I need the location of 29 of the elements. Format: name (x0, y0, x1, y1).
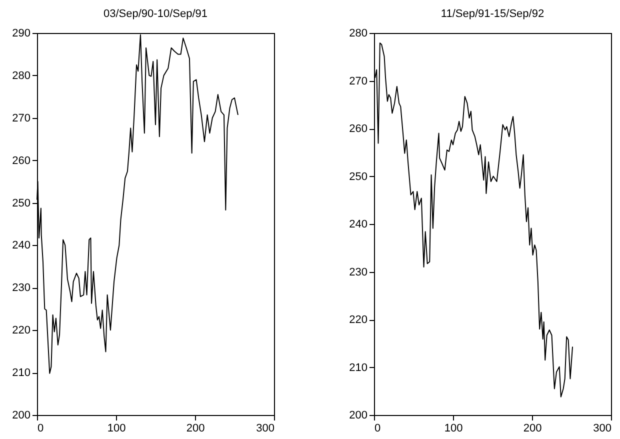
y-tick-label: 200 (12, 410, 30, 422)
y-tick-label: 280 (12, 70, 30, 82)
y-tick-label: 210 (349, 362, 368, 374)
y-tick-label: 200 (349, 410, 368, 422)
y-tick-label: 220 (12, 324, 30, 337)
x-tick-label: 0 (374, 422, 381, 434)
y-tick-label: 270 (12, 112, 30, 124)
y-tick-label: 220 (349, 314, 368, 326)
y-tick-label: 280 (349, 28, 368, 40)
y-tick-label: 260 (12, 154, 30, 167)
y-tick-label: 250 (349, 170, 368, 183)
x-tick-label: 300 (593, 422, 612, 434)
x-tick-label: 300 (256, 422, 274, 434)
y-tick-label: 230 (349, 266, 368, 278)
chart-title: 03/Sep/90-10/Sep/91 (104, 8, 208, 20)
y-tick-label: 240 (349, 218, 368, 230)
y-tick-label: 250 (12, 197, 30, 210)
y-tick-label: 270 (349, 75, 368, 88)
y-tick-label: 210 (12, 367, 30, 380)
y-tick-label: 260 (349, 123, 368, 135)
y-tick-label: 230 (12, 282, 30, 294)
x-tick-label: 0 (38, 422, 44, 434)
x-tick-label: 100 (107, 422, 126, 434)
x-tick-label: 200 (186, 422, 205, 434)
chart-title: 11/Sep/91-15/Sep/92 (440, 8, 544, 20)
y-tick-label: 240 (12, 240, 30, 252)
x-tick-label: 200 (523, 422, 542, 434)
x-tick-label: 100 (444, 422, 463, 434)
y-tick-label: 290 (12, 28, 30, 40)
